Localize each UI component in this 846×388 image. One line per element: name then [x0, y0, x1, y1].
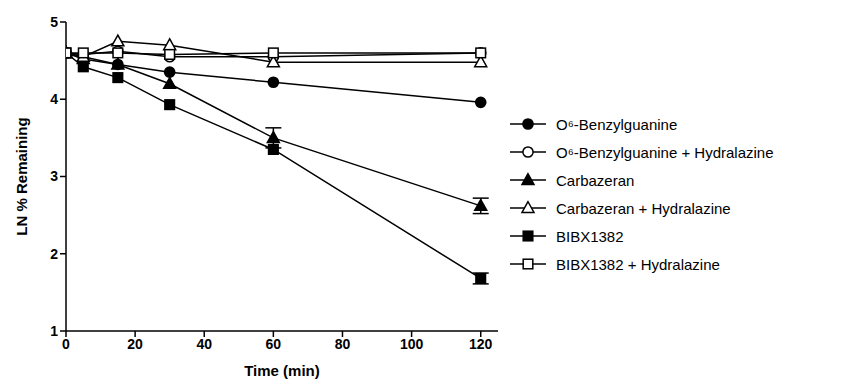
svg-text:2: 2	[50, 246, 58, 262]
svg-text:LN % Remaining: LN % Remaining	[13, 117, 30, 235]
svg-text:4: 4	[50, 91, 58, 107]
svg-text:40: 40	[196, 336, 212, 352]
svg-text:Time (min): Time (min)	[244, 362, 320, 379]
html-text:O⁶-Benzylguanine: O⁶-Benzylguanine	[556, 115, 678, 133]
html-text:BIBX1382: BIBX1382	[556, 227, 624, 245]
html-text:O⁶-Benzylguanine + Hydralazine: O⁶-Benzylguanine + Hydralazine	[556, 143, 774, 161]
svg-text:60: 60	[266, 336, 282, 352]
html-text:BIBX1382 + Hydralazine: BIBX1382 + Hydralazine	[556, 255, 720, 273]
html-text:Carbazeran + Hydralazine: Carbazeran + Hydralazine	[556, 199, 731, 217]
svg-text:20: 20	[127, 336, 143, 352]
svg-text:3: 3	[50, 168, 58, 184]
svg-text:120: 120	[469, 336, 493, 352]
svg-text:80: 80	[335, 336, 351, 352]
svg-text:100: 100	[400, 336, 424, 352]
svg-text:5: 5	[50, 14, 58, 30]
html-text:Carbazeran: Carbazeran	[556, 171, 635, 189]
svg-text:0: 0	[62, 336, 70, 352]
svg-text:1: 1	[50, 323, 58, 339]
